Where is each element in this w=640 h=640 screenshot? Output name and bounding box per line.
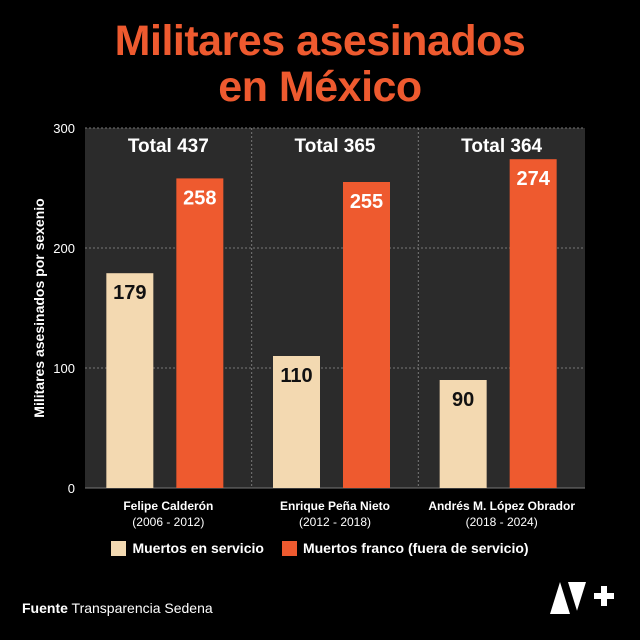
- legend-swatch-franco: [281, 540, 297, 556]
- source-label: Fuente: [22, 600, 68, 616]
- bar-servicio: [106, 273, 154, 488]
- title-line-2: en México: [218, 63, 422, 111]
- legend-label-franco: Muertos franco (fuera de servicio): [302, 540, 529, 556]
- x-category-name: Felipe Calderón: [123, 499, 213, 513]
- bar-value-label: 90: [452, 389, 474, 411]
- legend-swatch-servicio: [111, 540, 127, 556]
- legend-item-servicio: Muertos en servicio: [111, 540, 264, 556]
- x-category-period: (2012 - 2018): [299, 515, 371, 529]
- group-total-label: Total 365: [295, 136, 376, 157]
- bar-value-label: 255: [350, 191, 383, 213]
- group-total-label: Total 364: [461, 136, 542, 157]
- bar-servicio: [273, 356, 320, 488]
- chart-title: Militares asesinados en México: [0, 18, 640, 110]
- y-tick-label: 100: [53, 361, 75, 376]
- bar-chart: 0 100 200 300 Militares asesinados por sexen…: [31, 121, 585, 529]
- x-category-name: Andrés M. López Obrador: [428, 499, 575, 513]
- n-plus-logo-icon: [550, 582, 614, 614]
- title-line-1: Militares asesinados: [114, 17, 526, 65]
- bar-franco: [509, 159, 557, 488]
- legend-item-franco: Muertos franco (fuera de servicio): [281, 540, 529, 556]
- x-category-period: (2006 - 2012): [132, 515, 204, 529]
- legend: Muertos en servicio Muertos franco (fuer…: [0, 540, 640, 556]
- y-tick-label: 0: [68, 481, 75, 496]
- bar-value-label: 274: [516, 168, 550, 190]
- legend-label-servicio: Muertos en servicio: [132, 540, 264, 556]
- x-category-period: (2018 - 2024): [466, 515, 538, 529]
- y-tick-label: 300: [53, 121, 75, 136]
- bar-value-label: 179: [113, 282, 146, 304]
- source-text: Transparencia Sedena: [71, 600, 213, 616]
- bar-franco: [343, 182, 390, 488]
- x-category-name: Enrique Peña Nieto: [280, 499, 390, 513]
- bar-value-label: 258: [183, 187, 216, 209]
- group-total-label: Total 437: [128, 136, 209, 157]
- y-tick-label: 200: [53, 241, 75, 256]
- source-note: Fuente Transparencia Sedena: [22, 600, 213, 616]
- y-axis-label: Militares asesinados por sexenio: [31, 198, 47, 417]
- bar-value-label: 110: [280, 365, 312, 387]
- bar-servicio: [439, 380, 487, 488]
- bar-franco: [176, 178, 224, 488]
